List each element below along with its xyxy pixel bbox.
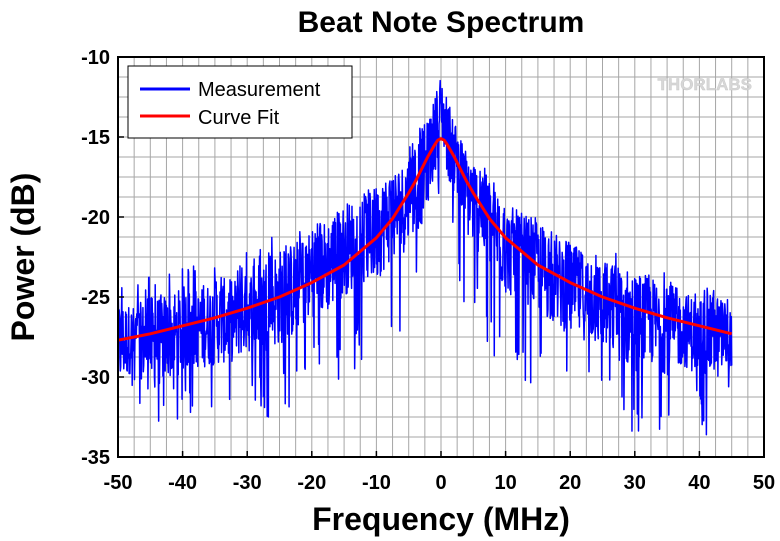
thorlabs-watermark: THORLABS [658, 75, 752, 94]
y-tick-label: -15 [81, 127, 110, 149]
x-tick-label: 40 [688, 472, 710, 494]
y-tick-label: -30 [81, 367, 110, 389]
curve-fit-series-line [117, 137, 733, 342]
x-tick-label: -10 [362, 472, 391, 494]
x-tick-label: 30 [624, 472, 646, 494]
chart-title: Beat Note Spectrum [298, 6, 585, 39]
y-tick-label: -35 [81, 447, 110, 469]
y-axis-label: Power (dB) [5, 173, 41, 342]
chart-legend: Measurement Curve Fit [127, 65, 353, 139]
x-axis-label: Frequency (MHz) [312, 501, 570, 537]
legend-label-measurement: Measurement [198, 79, 321, 101]
tick-layer: -50 -40 -30 -20 -10 0 10 20 30 40 50 -35 -30 -25 -20 -1… [81, 47, 775, 494]
x-tick-label: 10 [494, 472, 516, 494]
x-tick-label: 0 [435, 472, 446, 494]
x-tick-label: 20 [559, 472, 581, 494]
x-tick-label: -50 [104, 472, 133, 494]
legend-box [127, 65, 353, 139]
y-tick-label: -10 [81, 47, 110, 69]
measurement-series-line [117, 79, 733, 436]
y-tick-label: -25 [81, 287, 110, 309]
x-tick-label: -20 [297, 472, 326, 494]
x-tick-label: -40 [168, 472, 197, 494]
plot-layer [117, 79, 733, 436]
legend-label-curve-fit: Curve Fit [198, 107, 280, 129]
x-tick-label: 50 [753, 472, 775, 494]
x-tick-label: -30 [233, 472, 262, 494]
y-tick-label: -20 [81, 207, 110, 229]
